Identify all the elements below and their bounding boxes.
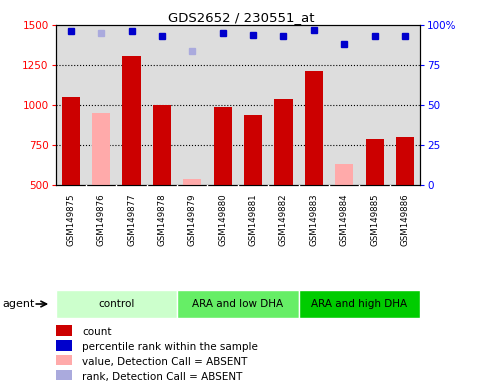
Bar [183,179,201,185]
Text: GSM149882: GSM149882 [279,194,288,246]
Text: GSM149879: GSM149879 [188,194,197,246]
Text: GSM149884: GSM149884 [340,194,349,246]
Text: GSM149881: GSM149881 [249,194,257,246]
Text: GSM149876: GSM149876 [97,194,106,246]
Bar [92,113,110,185]
Text: GSM149883: GSM149883 [309,194,318,246]
Bar [56,325,72,336]
Bar [213,107,232,185]
Bar [298,290,420,318]
Bar [153,105,171,185]
Text: count: count [82,328,112,338]
Bar [62,97,80,185]
Bar [305,71,323,185]
Text: percentile rank within the sample: percentile rank within the sample [82,342,258,352]
Text: agent: agent [2,299,35,309]
Text: rank, Detection Call = ABSENT: rank, Detection Call = ABSENT [82,372,242,382]
Bar [335,164,354,185]
Bar [122,56,141,185]
Bar [244,114,262,185]
Bar [366,139,384,185]
Text: GSM149885: GSM149885 [370,194,379,246]
Bar [56,340,72,351]
Text: value, Detection Call = ABSENT: value, Detection Call = ABSENT [82,357,247,367]
Bar [56,355,72,366]
Text: ARA and high DHA: ARA and high DHA [312,299,408,309]
Text: GSM149878: GSM149878 [157,194,167,246]
Bar [274,99,293,185]
Bar [56,369,72,380]
Bar [56,290,177,318]
Bar [396,137,414,185]
Text: ARA and low DHA: ARA and low DHA [192,299,284,309]
Text: GDS2652 / 230551_at: GDS2652 / 230551_at [168,12,315,25]
Text: control: control [98,299,134,309]
Text: GSM149880: GSM149880 [218,194,227,246]
Text: GSM149875: GSM149875 [66,194,75,246]
Text: GSM149886: GSM149886 [400,194,410,246]
Bar [177,290,298,318]
Text: GSM149877: GSM149877 [127,194,136,246]
